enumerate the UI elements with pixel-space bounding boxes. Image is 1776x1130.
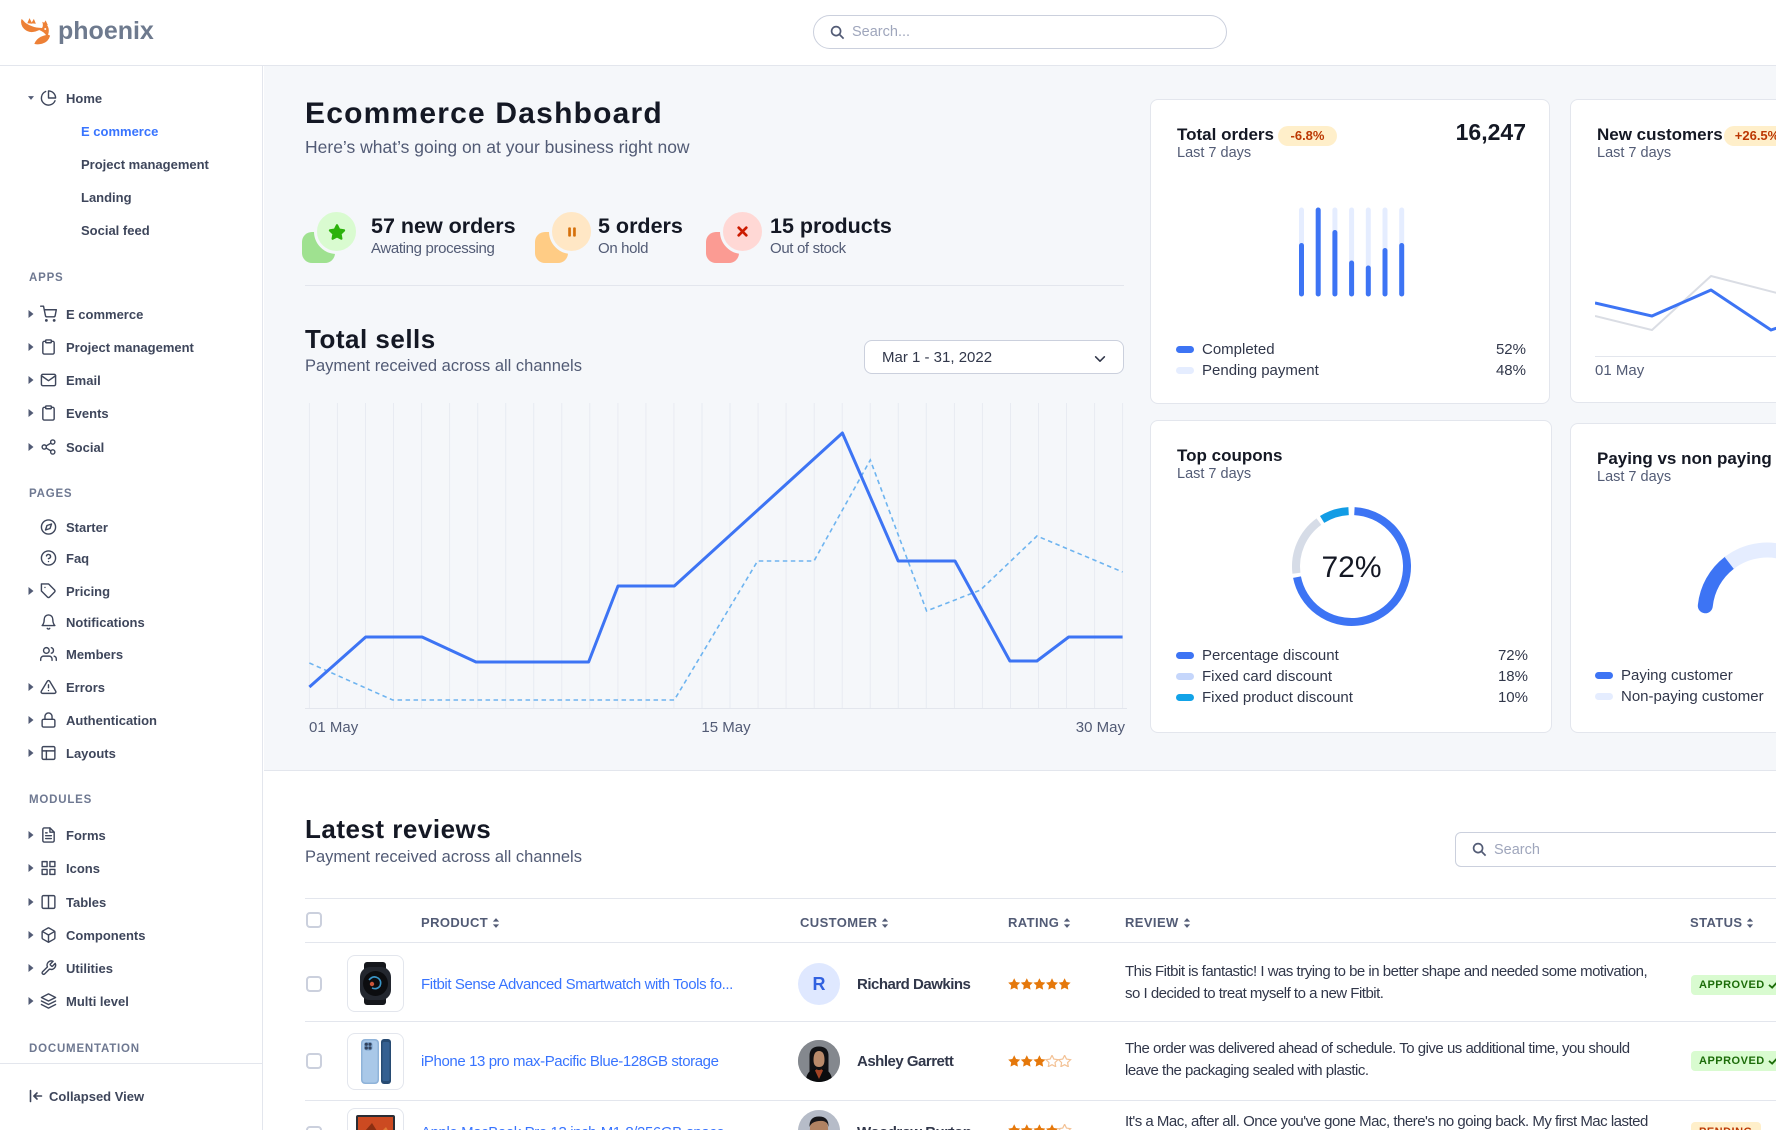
svg-text:01 May: 01 May bbox=[1595, 362, 1645, 379]
svg-text:72%: 72% bbox=[1321, 551, 1381, 584]
svg-text:15 May: 15 May bbox=[701, 719, 751, 736]
svg-text:01 May: 01 May bbox=[309, 719, 359, 736]
svg-text:30 May: 30 May bbox=[1076, 719, 1126, 736]
